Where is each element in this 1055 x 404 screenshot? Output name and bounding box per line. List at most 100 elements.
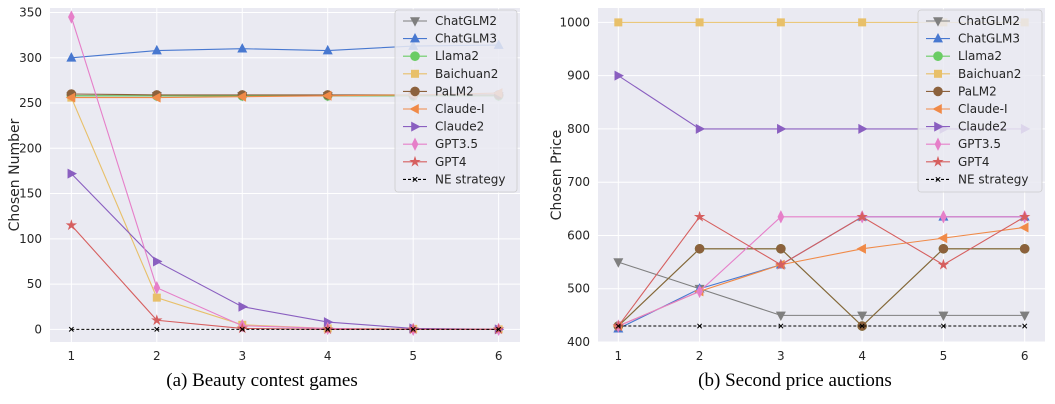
legend-marker-claude2 xyxy=(411,121,421,132)
legend-item-claude2: Claude2 xyxy=(403,120,484,134)
legend-label: Claude-I xyxy=(435,102,485,116)
series-ne-strategy xyxy=(68,326,502,332)
legend-box xyxy=(917,9,1043,193)
data-point-claude-i xyxy=(937,233,948,244)
data-point-chatglm3 xyxy=(66,52,77,62)
caption-beauty-contest: (a) Beauty contest games xyxy=(166,370,358,391)
data-point-baichuan2 xyxy=(614,18,623,27)
chart-beauty-contest: 0 50 100 150 200 250 300 350 1 2 3 4 5 6 Chosen Number… xyxy=(7,6,520,363)
legend: ChatGLM2 ChatGLM3 Llama2 Baichuan2 PaLM2 Clau… xyxy=(394,9,518,193)
data-point-palm2 xyxy=(1019,243,1030,254)
legend-marker-ne-strategy xyxy=(935,176,941,182)
x-tick-label: 4 xyxy=(858,349,866,363)
data-point-ne-strategy xyxy=(1022,323,1028,329)
data-point-ne-strategy xyxy=(154,326,160,332)
data-point-gpt4 xyxy=(236,322,248,334)
legend-item-gpt4: GPT4 xyxy=(403,155,467,169)
legend-marker-claude-i xyxy=(409,104,419,114)
data-point-ne-strategy xyxy=(697,323,703,329)
data-point-chatglm2 xyxy=(775,311,786,322)
legend-label: NE strategy xyxy=(958,172,1028,186)
legend-marker-claude2 xyxy=(934,121,944,132)
legend-marker-chatglm2 xyxy=(933,17,943,27)
y-tick-label: 50 xyxy=(27,277,42,291)
legend-item-chatglm3: ChatGLM3 xyxy=(926,32,1020,46)
chart-second-price-auctions: 400 500 600 700 800 900 1000 1 2 3 4 5 6 Chosen Price… xyxy=(549,8,1045,363)
legend-label: GPT4 xyxy=(958,155,990,169)
data-point-chatglm2 xyxy=(857,311,868,322)
data-point-baichuan2 xyxy=(152,293,161,302)
y-tick-label: 200 xyxy=(19,141,42,155)
legend-marker-gpt3-5 xyxy=(411,137,419,151)
y-tick-label: 0 xyxy=(34,322,42,336)
legend-item-gpt3-5: GPT3.5 xyxy=(926,137,1001,151)
legend-label: Claude2 xyxy=(958,120,1007,134)
data-point-gpt4 xyxy=(937,258,950,270)
data-point-ne-strategy xyxy=(859,323,865,329)
legend-marker-ne-strategy xyxy=(412,176,418,182)
data-point-chatglm2 xyxy=(1019,311,1030,322)
legend-item-ne-strategy: NE strategy xyxy=(926,172,1028,186)
data-point-gpt4 xyxy=(1018,210,1031,222)
legend-item-palm2: PaLM2 xyxy=(403,84,474,98)
legend-item-claude2: Claude2 xyxy=(926,120,1007,134)
data-point-gpt4 xyxy=(693,210,706,222)
legend-marker-gpt4 xyxy=(932,155,944,167)
y-tick-label: 300 xyxy=(19,51,42,65)
data-point-ne-strategy xyxy=(778,323,784,329)
y-tick-label: 150 xyxy=(19,187,42,201)
data-point-ne-strategy xyxy=(325,326,331,332)
legend-item-baichuan2: Baichuan2 xyxy=(926,67,1021,81)
data-point-baichuan2 xyxy=(858,18,867,27)
legend-item-claude-i: Claude-I xyxy=(403,102,485,116)
y-tick-label: 800 xyxy=(567,122,590,136)
legend-label: Baichuan2 xyxy=(958,67,1021,81)
legend-item-gpt3-5: GPT3.5 xyxy=(403,137,478,151)
data-point-claude-i xyxy=(151,92,161,103)
series-palm2 xyxy=(613,243,1030,331)
x-tick-label: 2 xyxy=(153,349,161,363)
data-point-gpt3-5 xyxy=(696,284,703,299)
data-point-gpt3-5 xyxy=(940,210,947,224)
data-point-claude2 xyxy=(153,256,163,267)
data-point-ne-strategy xyxy=(496,326,502,332)
legend-label: Claude-I xyxy=(958,102,1008,116)
legend-label: PaLM2 xyxy=(435,84,474,98)
legend-label: ChatGLM3 xyxy=(958,32,1020,46)
x-tick-label: 1 xyxy=(68,349,76,363)
y-tick-label: 100 xyxy=(19,232,42,246)
x-tick-label: 4 xyxy=(324,349,332,363)
legend-box xyxy=(394,9,518,193)
data-point-gpt3-5 xyxy=(777,210,785,224)
x-tick-label: 6 xyxy=(495,349,503,363)
data-point-baichuan2 xyxy=(695,18,704,27)
series-ne-strategy xyxy=(615,323,1028,329)
legend-item-gpt4: GPT4 xyxy=(926,155,990,169)
data-point-chatglm2 xyxy=(938,311,949,322)
data-point-claude2 xyxy=(238,301,248,312)
data-point-gpt3-5 xyxy=(153,281,161,295)
legend-label: ChatGLM3 xyxy=(435,32,497,46)
data-point-chatglm3 xyxy=(151,44,162,55)
data-point-gpt4 xyxy=(856,210,868,222)
legend-label: Llama2 xyxy=(958,49,1002,63)
y-axis-label: Chosen Price xyxy=(549,130,565,221)
data-point-ne-strategy xyxy=(68,326,74,332)
x-tick-label: 3 xyxy=(238,349,246,363)
y-tick-label: 700 xyxy=(567,175,590,189)
legend-label: GPT3.5 xyxy=(958,137,1001,151)
series-line xyxy=(618,261,1025,316)
legend-label: GPT3.5 xyxy=(435,137,478,151)
legend-marker-gpt4 xyxy=(409,155,421,167)
legend-item-chatglm3: ChatGLM3 xyxy=(403,32,497,46)
legend-marker-chatglm3 xyxy=(933,32,943,43)
legend-marker-baichuan2 xyxy=(934,69,942,78)
data-point-ne-strategy xyxy=(239,326,245,332)
legend-marker-baichuan2 xyxy=(411,69,419,78)
data-point-claude-i xyxy=(236,91,247,102)
legend-label: NE strategy xyxy=(435,172,505,186)
legend-item-baichuan2: Baichuan2 xyxy=(403,67,498,81)
y-tick-label: 600 xyxy=(567,228,590,242)
data-point-gpt4 xyxy=(151,314,163,326)
